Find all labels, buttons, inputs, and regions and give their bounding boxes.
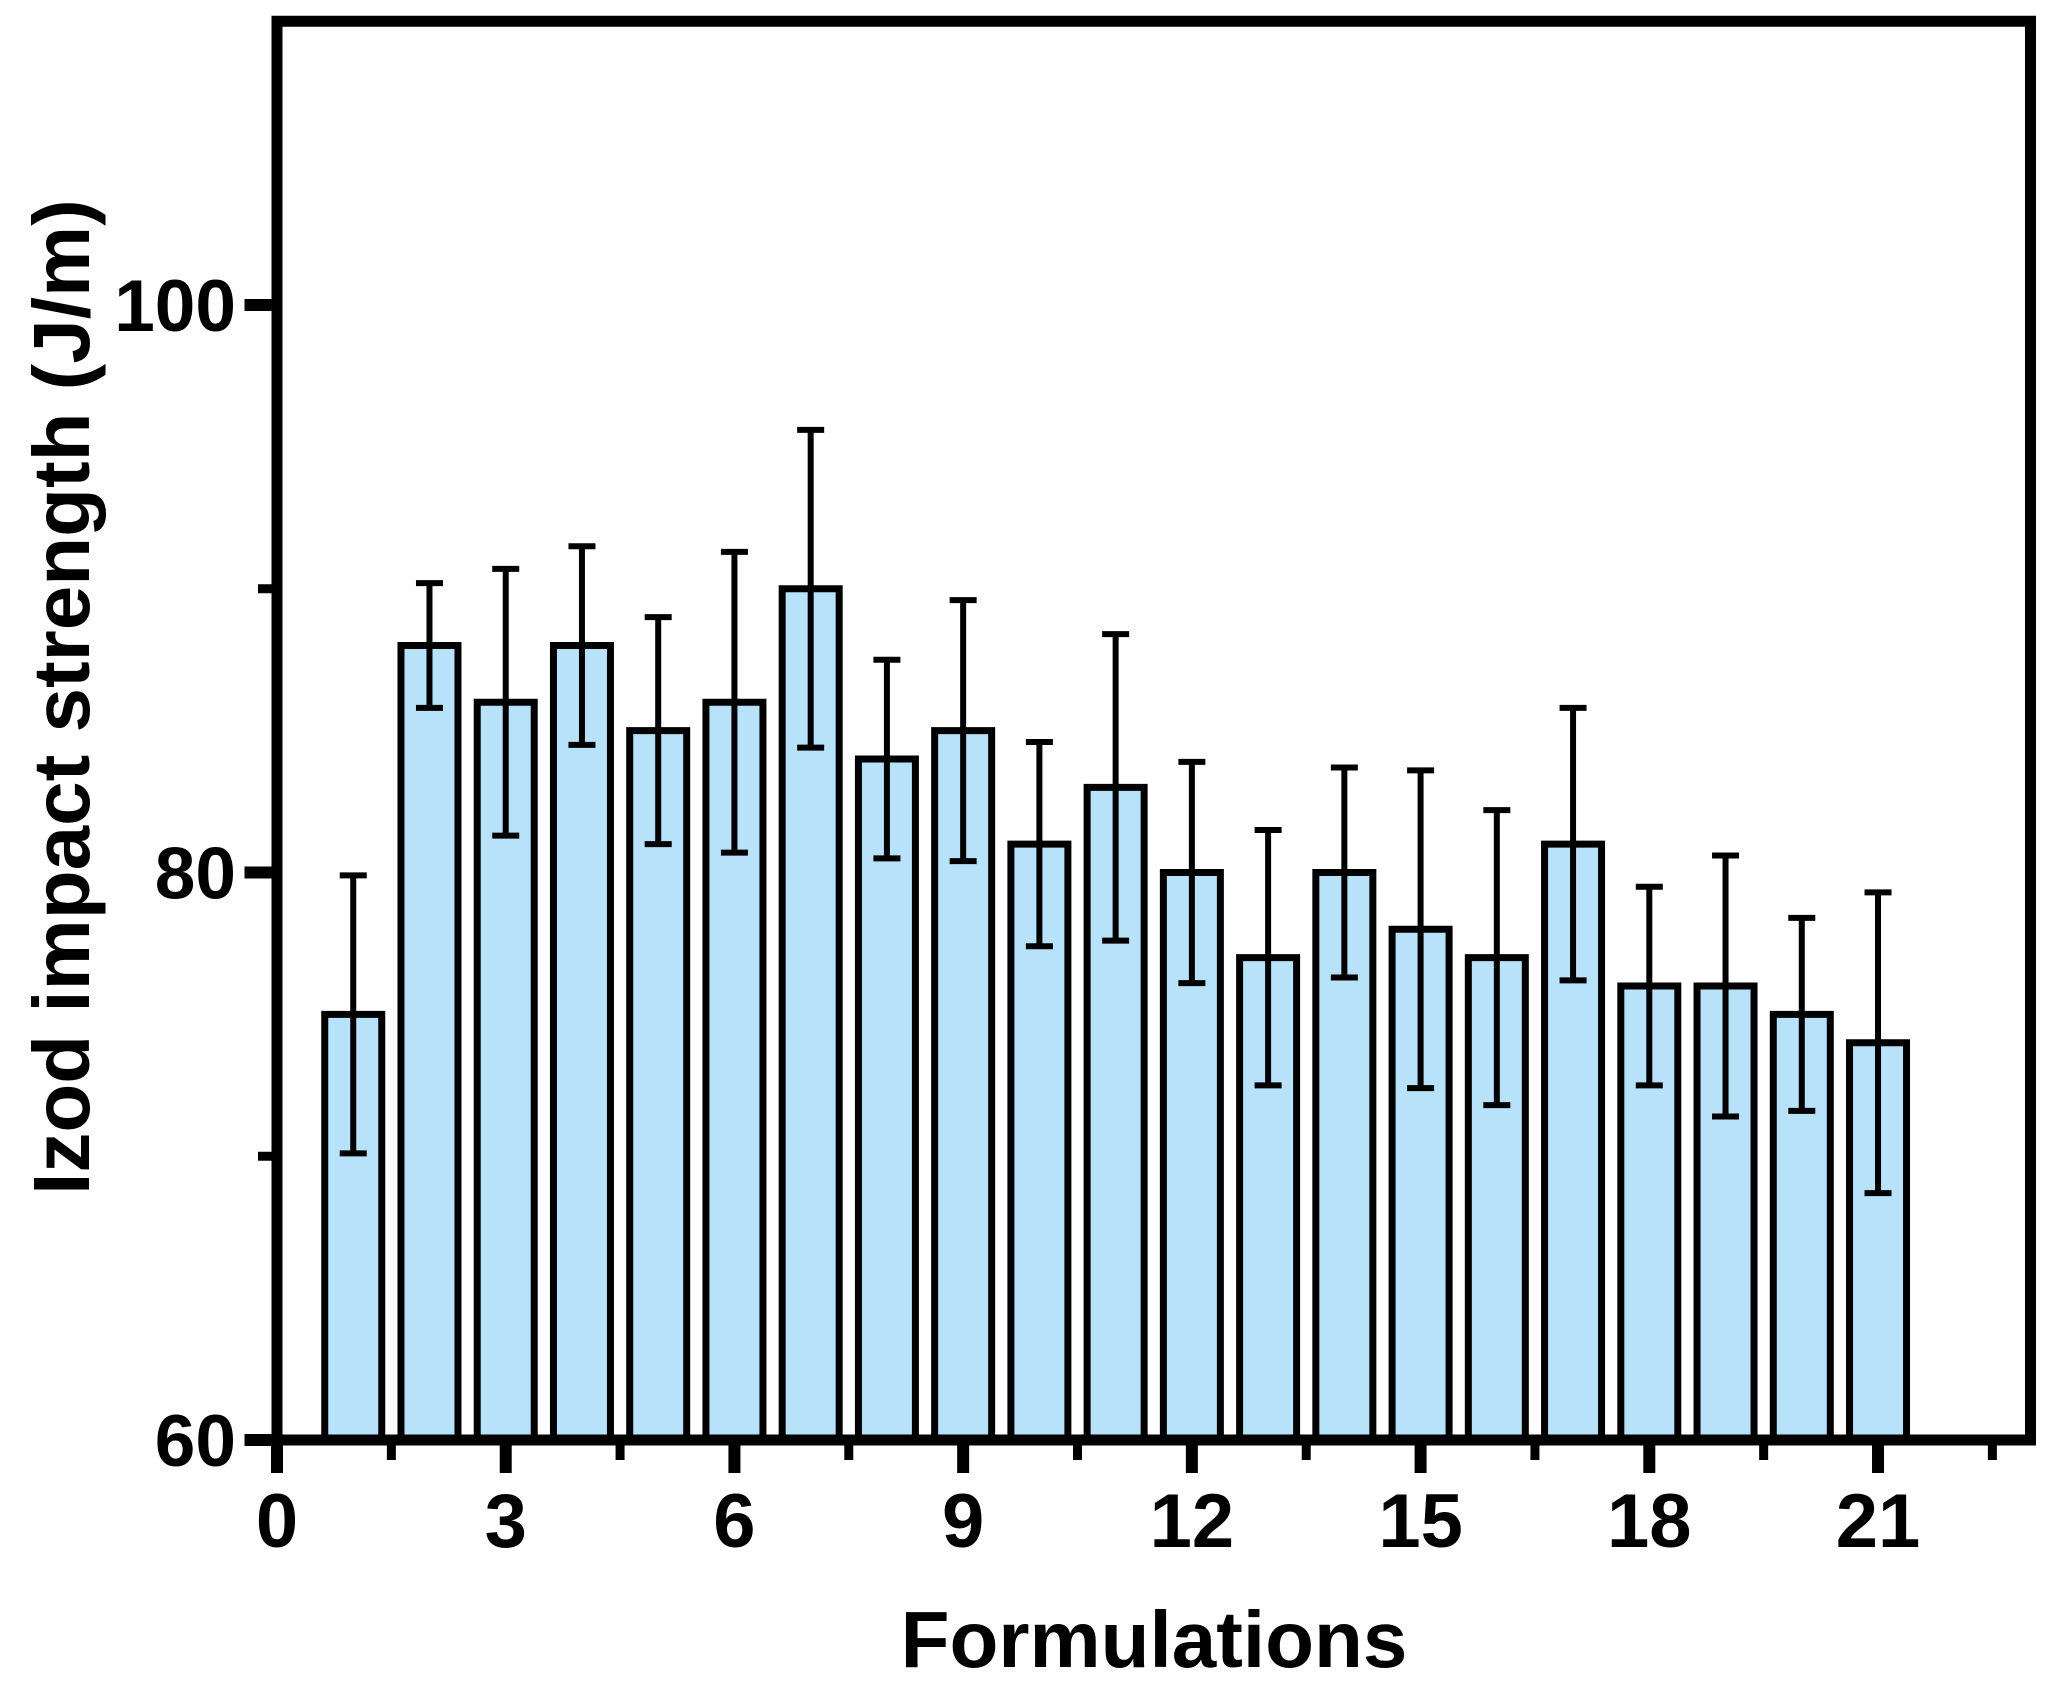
bar [397,642,462,1444]
bar [854,755,919,1444]
x-axis-tick-label: 9 [942,1479,984,1564]
bar [549,642,614,1444]
y-axis-tick-label: 80 [155,834,236,915]
x-axis-tick-label: 12 [1150,1479,1235,1564]
bar [702,698,767,1444]
y-axis-title: Izod impact strength (J/m) [17,199,106,1195]
x-axis-title: Formulations [900,1595,1408,1684]
x-axis-tick-label: 6 [713,1479,755,1564]
plot-frame [271,15,2036,1446]
x-axis-tick-label: 21 [1836,1479,1921,1564]
x-axis-tick-label: 0 [256,1479,298,1564]
x-axis-tick-label: 3 [485,1479,527,1564]
y-axis-tick-label: 60 [155,1401,236,1482]
y-axis-tick-label: 100 [114,266,236,347]
x-axis-tick-label: 18 [1607,1479,1692,1564]
x-axis-tick-label: 15 [1378,1479,1463,1564]
